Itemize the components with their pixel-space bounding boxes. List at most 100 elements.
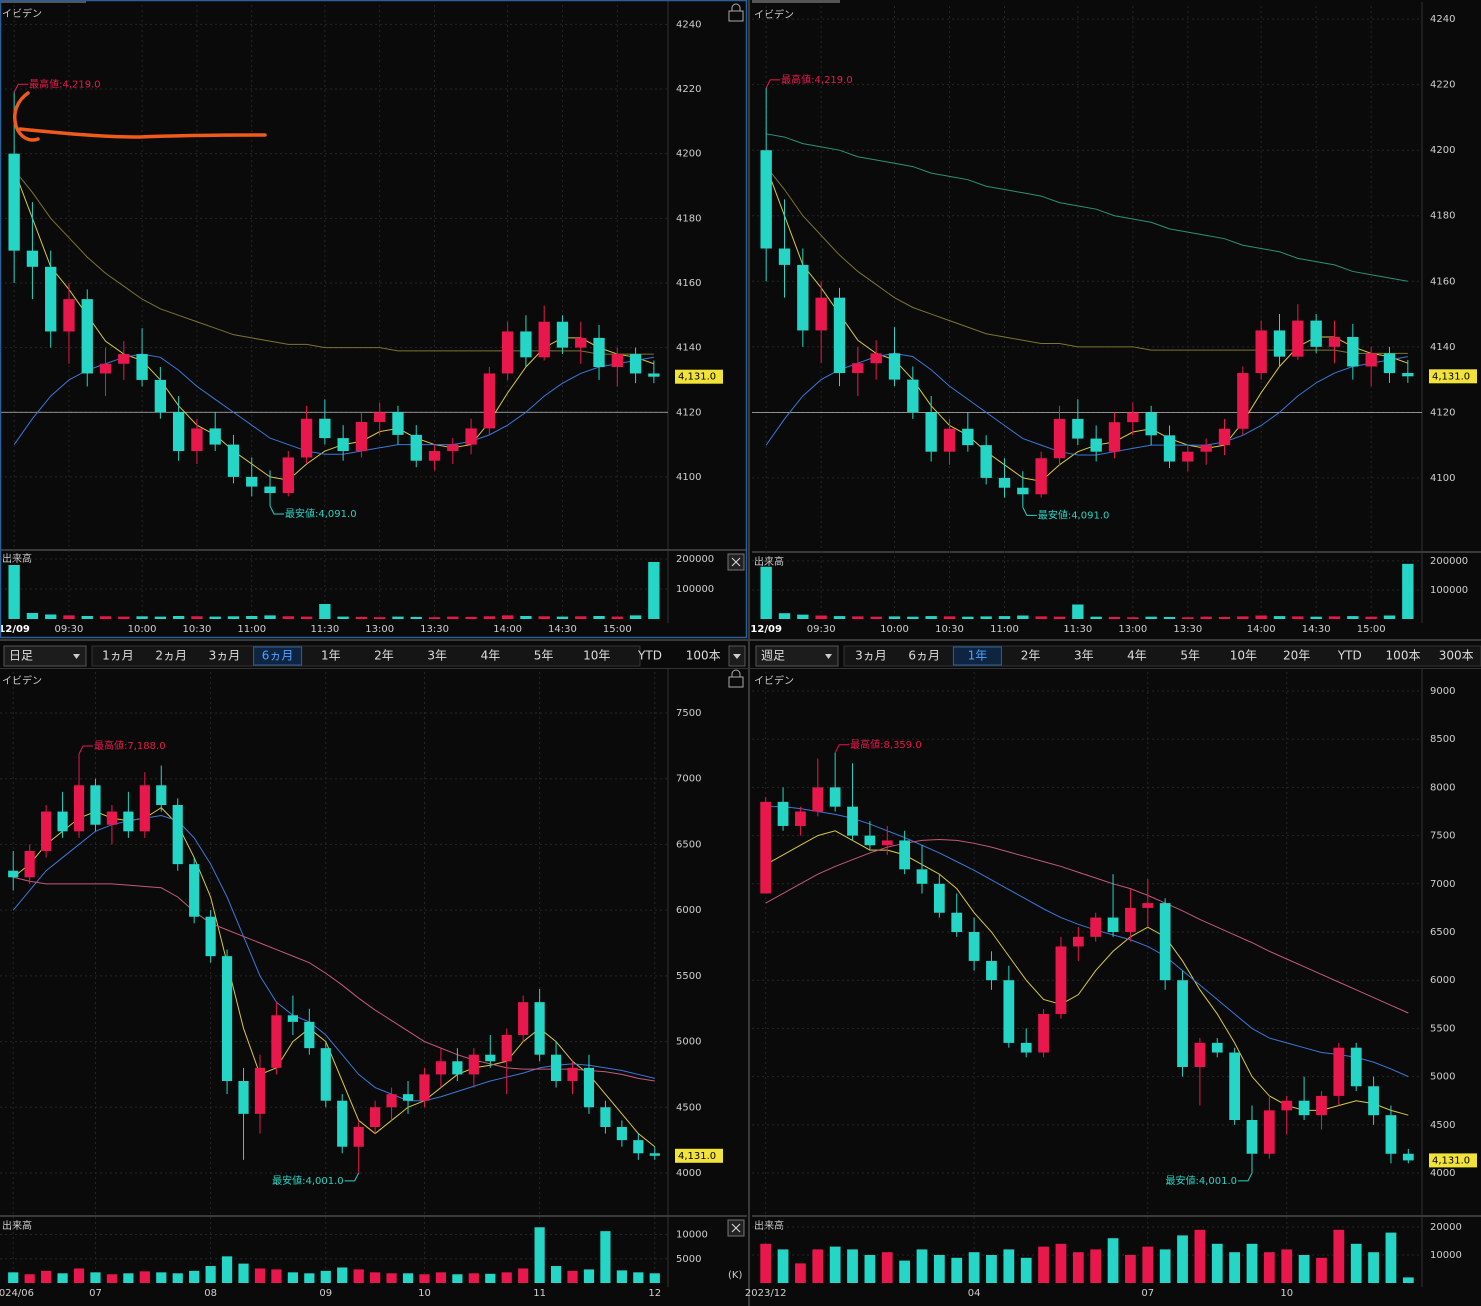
lock-icon[interactable]: [728, 3, 744, 22]
period-button-label: 10年: [583, 649, 610, 663]
button-strip: [91, 645, 641, 667]
volume-bar: [246, 616, 258, 619]
candle-body: [1163, 435, 1176, 462]
volume-bar: [629, 615, 642, 619]
y-tick-label: 6500: [676, 839, 701, 850]
volume-bar: [1035, 616, 1047, 619]
y-tick-label: 4140: [1430, 342, 1455, 353]
period-button[interactable]: [952, 646, 1002, 666]
volume-bar: [501, 615, 514, 619]
candle-body: [847, 806, 858, 836]
candle-body: [829, 787, 841, 807]
y-tick-label: 4120: [1430, 407, 1455, 418]
close-button[interactable]: [727, 1219, 745, 1237]
y-tick-label: 4100: [1430, 473, 1455, 484]
volume-title: 出来高: [754, 555, 784, 568]
volume-bar: [593, 616, 605, 619]
y-tick-label: 4120: [676, 407, 701, 418]
y-tick-label: 4240: [1430, 14, 1455, 25]
volume-bar: [304, 1273, 315, 1283]
close-button[interactable]: [727, 553, 745, 571]
volume-bar: [392, 616, 404, 619]
candle-body: [1292, 320, 1304, 357]
lock-icon[interactable]: [728, 669, 744, 688]
candle-body: [209, 428, 221, 445]
volume-bar: [264, 615, 276, 619]
volume-bar: [57, 1273, 68, 1283]
x-tick-label: 09:30: [55, 624, 84, 635]
period-button-label: 2ヵ月: [155, 649, 187, 663]
button-strip: [843, 645, 1481, 667]
low-label: 最安値:4,001.0: [1165, 1174, 1237, 1187]
period-button-label: 5年: [1180, 649, 1200, 663]
candle-body: [1003, 980, 1015, 1043]
y-tick-label: 4000: [1430, 1168, 1455, 1179]
candle-body: [435, 1061, 447, 1075]
volume-bar: [943, 616, 956, 619]
volume-bar: [777, 1249, 789, 1283]
volume-bar: [760, 1243, 772, 1283]
candle-body: [485, 1054, 496, 1062]
candle-body: [550, 1054, 562, 1081]
close-x: [731, 557, 741, 567]
x-tick-label: 2023/12: [745, 1288, 787, 1299]
x-tick-label: 04: [968, 1288, 981, 1299]
candle-body: [1273, 330, 1286, 357]
volume-bar: [1003, 1249, 1015, 1283]
volume-bar: [916, 1249, 928, 1283]
candle-body: [1365, 353, 1377, 367]
candle-body: [205, 916, 216, 957]
volume-bar: [1017, 615, 1029, 619]
volume-bar: [353, 1269, 364, 1283]
candle-body: [1020, 1042, 1032, 1053]
x-tick-label: 14:30: [548, 624, 577, 635]
volume-bar: [962, 616, 974, 619]
candle-body: [1402, 373, 1414, 377]
candle-body: [538, 321, 550, 358]
volume-bar: [797, 614, 809, 619]
volume-bar: [933, 1255, 945, 1283]
volume-bar: [852, 616, 864, 619]
candle-body: [1368, 1086, 1379, 1116]
volume-bar: [951, 1257, 963, 1283]
x-tick-label: 13:00: [1118, 624, 1147, 635]
volume-bar: [1229, 1252, 1241, 1283]
volume-tick-label: 200000: [676, 554, 714, 565]
volume-bar: [1333, 1229, 1345, 1283]
candle-body: [1402, 1153, 1414, 1161]
high-label: 最高値:8,359.0: [850, 738, 922, 751]
candle-body: [63, 299, 75, 332]
period-label: 週足: [761, 649, 785, 663]
volume-bar: [616, 1270, 627, 1283]
volume-bar: [1292, 616, 1304, 619]
candle-body: [1263, 1110, 1275, 1154]
y-tick-label: 6000: [1430, 975, 1455, 986]
candle-body: [41, 811, 52, 852]
volume-bar: [1055, 1243, 1067, 1283]
volume-bar: [1194, 1229, 1206, 1283]
volume-bar: [1368, 1252, 1379, 1283]
period-dropdown[interactable]: [755, 645, 839, 667]
volume-bar: [271, 1269, 282, 1283]
volume-bar: [319, 604, 331, 619]
high-label: 最高値:4,219.0: [29, 77, 101, 90]
low-label: 最安値:4,001.0: [272, 1174, 344, 1187]
candle-body: [1035, 458, 1047, 495]
candle-body: [633, 1140, 644, 1154]
y-tick-label: 4140: [676, 343, 701, 354]
period-dropdown[interactable]: [3, 645, 87, 667]
period-button-label: 2年: [374, 649, 394, 663]
x-tick-label: 12/09: [750, 624, 782, 635]
candle-body: [320, 1048, 331, 1101]
y-tick-label: 4160: [1430, 276, 1455, 287]
y-tick-label: 7000: [1430, 879, 1455, 890]
volume-bar: [238, 1263, 249, 1283]
x-tick-label: 07: [89, 1288, 102, 1299]
period-button[interactable]: [253, 646, 303, 666]
candle-body: [428, 451, 441, 461]
volume-bar: [191, 616, 203, 619]
candle-body: [760, 150, 772, 249]
last-price-box: [675, 369, 723, 384]
candle-body: [221, 956, 233, 1081]
volume-bar: [501, 1272, 512, 1283]
